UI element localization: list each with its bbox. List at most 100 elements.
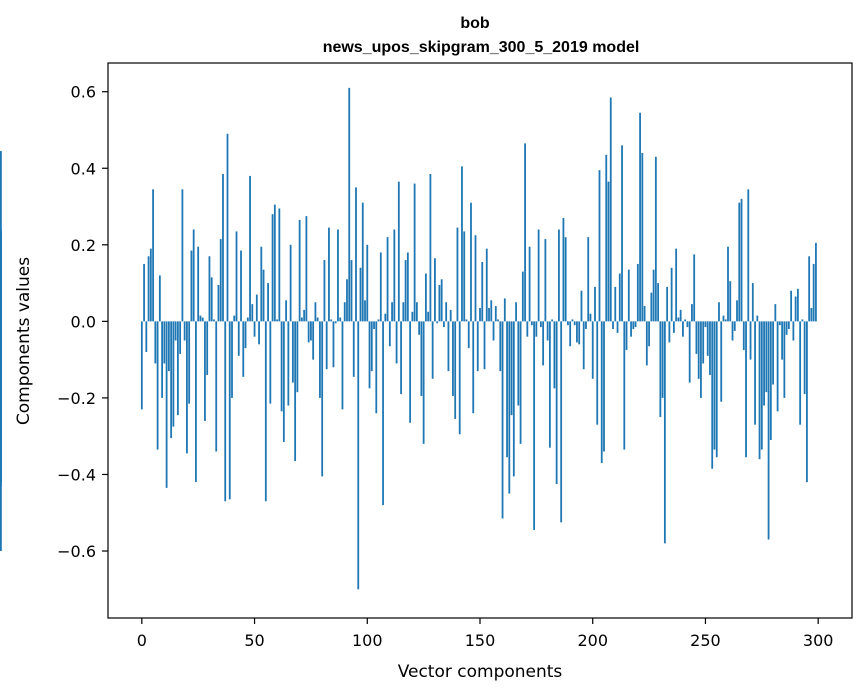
bar-16: [176, 321, 179, 416]
chart-title: bob: [460, 15, 490, 32]
bar-184: [555, 321, 558, 485]
bar-147: [472, 321, 475, 414]
bar-222: [641, 152, 644, 322]
bar-173: [530, 321, 533, 326]
bar-88: [339, 317, 342, 322]
bar-186: [560, 321, 563, 523]
bar-6: [154, 321, 157, 364]
bar-148: [474, 235, 477, 322]
bar-137: [449, 309, 452, 322]
bar-158: [497, 319, 499, 322]
bar-4: [149, 248, 152, 322]
bar-57: [269, 321, 272, 404]
bar-276: [763, 321, 765, 406]
bar-110: [388, 321, 391, 347]
bar-133: [440, 279, 443, 322]
bar-23: [192, 229, 195, 322]
bar-65: [287, 321, 290, 406]
bar-145: [467, 321, 470, 349]
bar-215: [625, 321, 628, 351]
bar-249: [702, 321, 705, 364]
bar-89: [341, 321, 344, 410]
bar-66: [289, 244, 292, 322]
bar-260: [727, 246, 729, 322]
bar-290: [794, 296, 797, 322]
bar-107: [382, 321, 384, 506]
bar-105: [377, 319, 380, 322]
bar-187: [562, 218, 565, 322]
bar-224: [645, 321, 648, 366]
bar-42: [235, 231, 238, 322]
bar-255: [715, 321, 718, 458]
bar-272: [754, 321, 756, 425]
bar-213: [621, 145, 623, 322]
bar-293: [801, 319, 804, 322]
bar-60: [276, 319, 278, 322]
bar-208: [609, 97, 612, 322]
bar-225: [648, 321, 650, 347]
bar-286: [785, 321, 788, 335]
bar-207: [607, 181, 610, 322]
bar-235: [670, 267, 673, 322]
bar-192: [573, 321, 576, 326]
bar-33: [215, 321, 218, 452]
bar-254: [713, 321, 716, 450]
bar-169: [521, 271, 524, 322]
bar-162: [506, 321, 508, 458]
bar-26: [199, 315, 202, 322]
bar-238: [677, 317, 680, 322]
bar-24: [195, 321, 197, 483]
bar-267: [742, 321, 745, 351]
bar-268: [745, 321, 747, 458]
bar-155: [490, 300, 493, 322]
bar-78: [316, 317, 319, 322]
bar-257: [720, 321, 723, 402]
bar-165: [512, 321, 515, 477]
bar-38: [226, 133, 229, 322]
bar-266: [740, 198, 743, 322]
bar-230: [659, 321, 662, 418]
bar-287: [787, 321, 790, 330]
bar-120: [411, 311, 414, 322]
bar-161: [503, 298, 506, 322]
bar-189: [567, 321, 569, 326]
x-tick-label: 300: [803, 631, 834, 650]
y-tick-label: −0.6: [57, 542, 96, 561]
bar-247: [697, 321, 700, 379]
bar-71: [300, 317, 303, 322]
bar-200: [591, 321, 594, 379]
bar-217: [630, 321, 632, 337]
bar-undefined: [0, 151, 2, 322]
bar-219: [634, 321, 637, 328]
bar-46: [244, 321, 247, 349]
bar-94: [352, 321, 355, 377]
bar-7: [156, 321, 159, 450]
bar-100: [366, 244, 369, 322]
bar-118: [406, 252, 409, 322]
bar-112: [393, 229, 396, 322]
bar-214: [623, 321, 626, 450]
bar-289: [792, 321, 795, 341]
bar-285: [783, 321, 786, 398]
bar-201: [594, 286, 596, 322]
bar-191: [571, 319, 574, 322]
bar-3: [147, 256, 150, 322]
bar-87: [337, 229, 339, 322]
bar-220: [636, 263, 639, 322]
bar-20: [186, 321, 188, 454]
bar-43: [237, 321, 240, 356]
bar-180: [546, 321, 549, 341]
x-tick-label: 150: [465, 631, 496, 650]
bar-1: [143, 263, 145, 322]
y-axis-ticks: −0.6 −0.4 −0.2 0.0 0.2 0.4 0.6: [57, 83, 108, 561]
bar-205: [603, 321, 605, 452]
bar-70: [298, 219, 301, 322]
bar-119: [409, 321, 412, 423]
bar-178: [542, 321, 545, 366]
bar-134: [443, 321, 445, 328]
bar-228: [654, 156, 657, 322]
bar-51: [255, 294, 258, 322]
bar-175: [535, 321, 538, 337]
bar-108: [384, 313, 387, 322]
bar-106: [379, 252, 382, 322]
